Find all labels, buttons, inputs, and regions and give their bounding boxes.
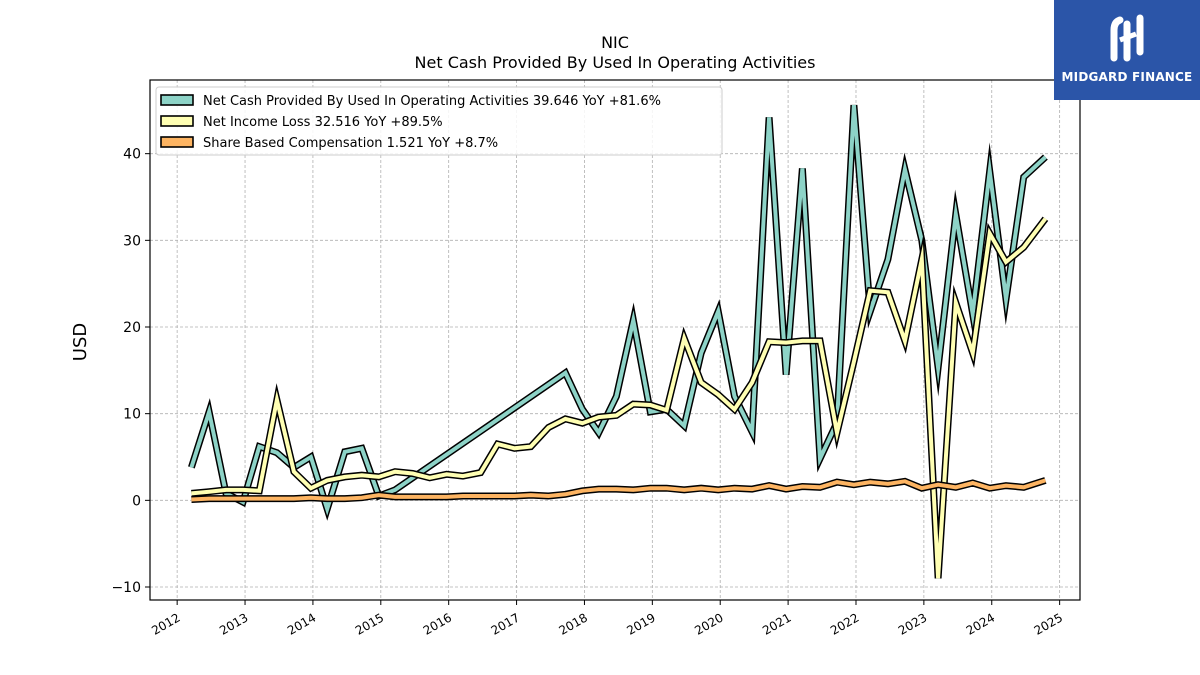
legend-swatch-net-income-loss bbox=[160, 115, 194, 127]
legend: Net Cash Provided By Used In Operating A… bbox=[155, 86, 723, 156]
series-outline-net-cash-provided-by-used-in-operating-activities bbox=[188, 104, 1048, 521]
plot-frame bbox=[149, 79, 1081, 601]
legend-box bbox=[155, 86, 723, 156]
brand-name: MIDGARD FINANCE bbox=[1061, 70, 1193, 84]
x-tick-label: 2018 bbox=[556, 610, 589, 637]
x-tick-label: 2014 bbox=[285, 610, 318, 637]
legend-swatch-share-based-compensation bbox=[160, 136, 194, 148]
series-layer bbox=[188, 104, 1049, 579]
brand-mark-icon bbox=[1110, 14, 1144, 62]
x-tick-label: 2020 bbox=[692, 610, 725, 637]
x-tick-label: 2025 bbox=[1032, 610, 1065, 637]
x-tick-label: 2023 bbox=[896, 610, 929, 637]
legend-swatch-net-cash-provided-by-used-in-operating-activities bbox=[160, 94, 194, 106]
x-tick-label: 2021 bbox=[760, 610, 793, 637]
y-tick-label: 20 bbox=[123, 320, 141, 336]
tick-layer: −10 0 10 20 30 40 2012 2013 2014 2015 2016 2017 2018… bbox=[111, 147, 1065, 638]
series-line-net-cash-provided-by-used-in-operating-activities bbox=[189, 104, 1047, 516]
x-tick-label: 2022 bbox=[828, 610, 861, 637]
x-tick-label: 2019 bbox=[624, 610, 657, 637]
x-tick-label: 2015 bbox=[353, 610, 386, 637]
y-axis-label: USD bbox=[70, 323, 91, 361]
brand-logo: MIDGARD FINANCE bbox=[1054, 0, 1200, 100]
x-tick-label: 2024 bbox=[964, 610, 997, 637]
series-line-net-income-loss bbox=[191, 217, 1047, 579]
x-tick-label: 2012 bbox=[149, 610, 182, 637]
legend-label-net-cash-provided-by-used-in-operating-activities: Net Cash Provided By Used In Operating A… bbox=[203, 94, 661, 109]
y-tick-label: 0 bbox=[132, 493, 141, 509]
x-tick-label: 2016 bbox=[421, 610, 454, 637]
y-tick-label: 40 bbox=[123, 147, 141, 163]
chart-subtitle: Net Cash Provided By Used In Operating A… bbox=[415, 53, 816, 72]
chart-title: NIC bbox=[601, 33, 629, 52]
y-tick-label: −10 bbox=[111, 580, 141, 596]
x-tick-label: 2017 bbox=[489, 610, 522, 637]
legend-label-share-based-compensation: Share Based Compensation 1.521 YoY +8.7% bbox=[203, 136, 498, 151]
y-tick-label: 30 bbox=[123, 233, 141, 249]
series-line-share-based-compensation bbox=[191, 478, 1047, 502]
x-tick-label: 2013 bbox=[217, 610, 250, 637]
y-tick-label: 10 bbox=[123, 407, 141, 423]
legend-label-net-income-loss: Net Income Loss 32.516 YoY +89.5% bbox=[203, 115, 443, 130]
